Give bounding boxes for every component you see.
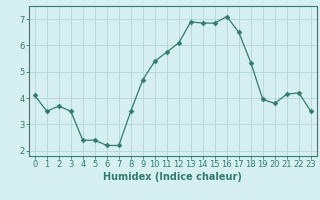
X-axis label: Humidex (Indice chaleur): Humidex (Indice chaleur)	[103, 172, 242, 182]
